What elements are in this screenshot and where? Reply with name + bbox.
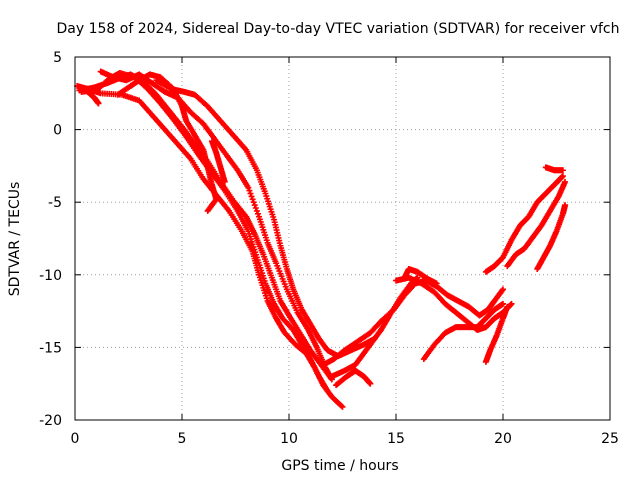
series-track-16 [542, 164, 566, 174]
data-point [249, 196, 256, 203]
data-point [338, 402, 345, 409]
y-tick-label: -10 [39, 268, 62, 284]
data-point [562, 202, 569, 209]
data-point [507, 301, 514, 308]
data-point [499, 287, 506, 294]
data-point [562, 178, 569, 185]
data-point [433, 280, 440, 287]
data-point [508, 300, 515, 307]
data-point [324, 387, 331, 394]
series-track-19 [84, 88, 102, 107]
data-point [559, 173, 566, 180]
data-point [250, 199, 257, 206]
x-tick-label: 20 [494, 431, 512, 447]
y-tick-label: 5 [53, 50, 62, 66]
x-tick-label: 0 [71, 431, 80, 447]
series-track-10 [333, 367, 374, 389]
series-track-17 [114, 71, 220, 214]
x-tick-label: 15 [387, 431, 405, 447]
data-point [251, 202, 258, 209]
data-point [504, 303, 511, 310]
series-track-15 [534, 202, 569, 272]
series-track-2 [78, 69, 331, 394]
axis-ticks: 0 5 10 15 20 25 -20 -15 -10 -5 0 5 [39, 50, 619, 447]
series-track-4 [97, 68, 335, 383]
y-tick-label: 0 [53, 123, 62, 139]
data-point [204, 207, 211, 214]
data-point [205, 206, 212, 213]
data-point [246, 187, 253, 194]
y-tick-label: -5 [48, 195, 62, 211]
chart-title: Day 158 of 2024, Sidereal Day-to-day VTE… [56, 21, 619, 37]
data-point [245, 184, 252, 191]
data-point [414, 274, 421, 281]
data-point [248, 193, 255, 200]
y-axis-label: SDTVAR / TECUs [7, 182, 23, 297]
data-point [253, 207, 260, 214]
plot-frame [74, 56, 611, 421]
data-point [500, 286, 506, 293]
data-point [254, 210, 261, 217]
data-point [367, 380, 374, 387]
series-track-11 [401, 265, 440, 287]
series-track-12 [482, 303, 511, 365]
series-track-14 [504, 178, 569, 270]
series-track-9 [328, 274, 421, 380]
y-tick-label: -15 [39, 340, 62, 356]
x-tick-label: 10 [280, 431, 298, 447]
data-point [559, 167, 566, 174]
data-point [559, 173, 566, 180]
series-track-13 [482, 173, 566, 275]
data-point [247, 190, 254, 197]
data-points [74, 68, 569, 410]
series-track-18 [208, 138, 228, 185]
x-axis-label: GPS time / hours [281, 458, 398, 474]
data-point [221, 178, 228, 185]
x-tick-label: 25 [601, 431, 619, 447]
series-track-8 [420, 300, 506, 363]
data-point [95, 100, 102, 107]
data-point [500, 300, 506, 307]
data-point [339, 403, 346, 410]
grid [75, 57, 610, 420]
data-point [252, 205, 259, 212]
y-tick-label: -20 [39, 413, 62, 429]
x-tick-label: 5 [178, 431, 187, 447]
